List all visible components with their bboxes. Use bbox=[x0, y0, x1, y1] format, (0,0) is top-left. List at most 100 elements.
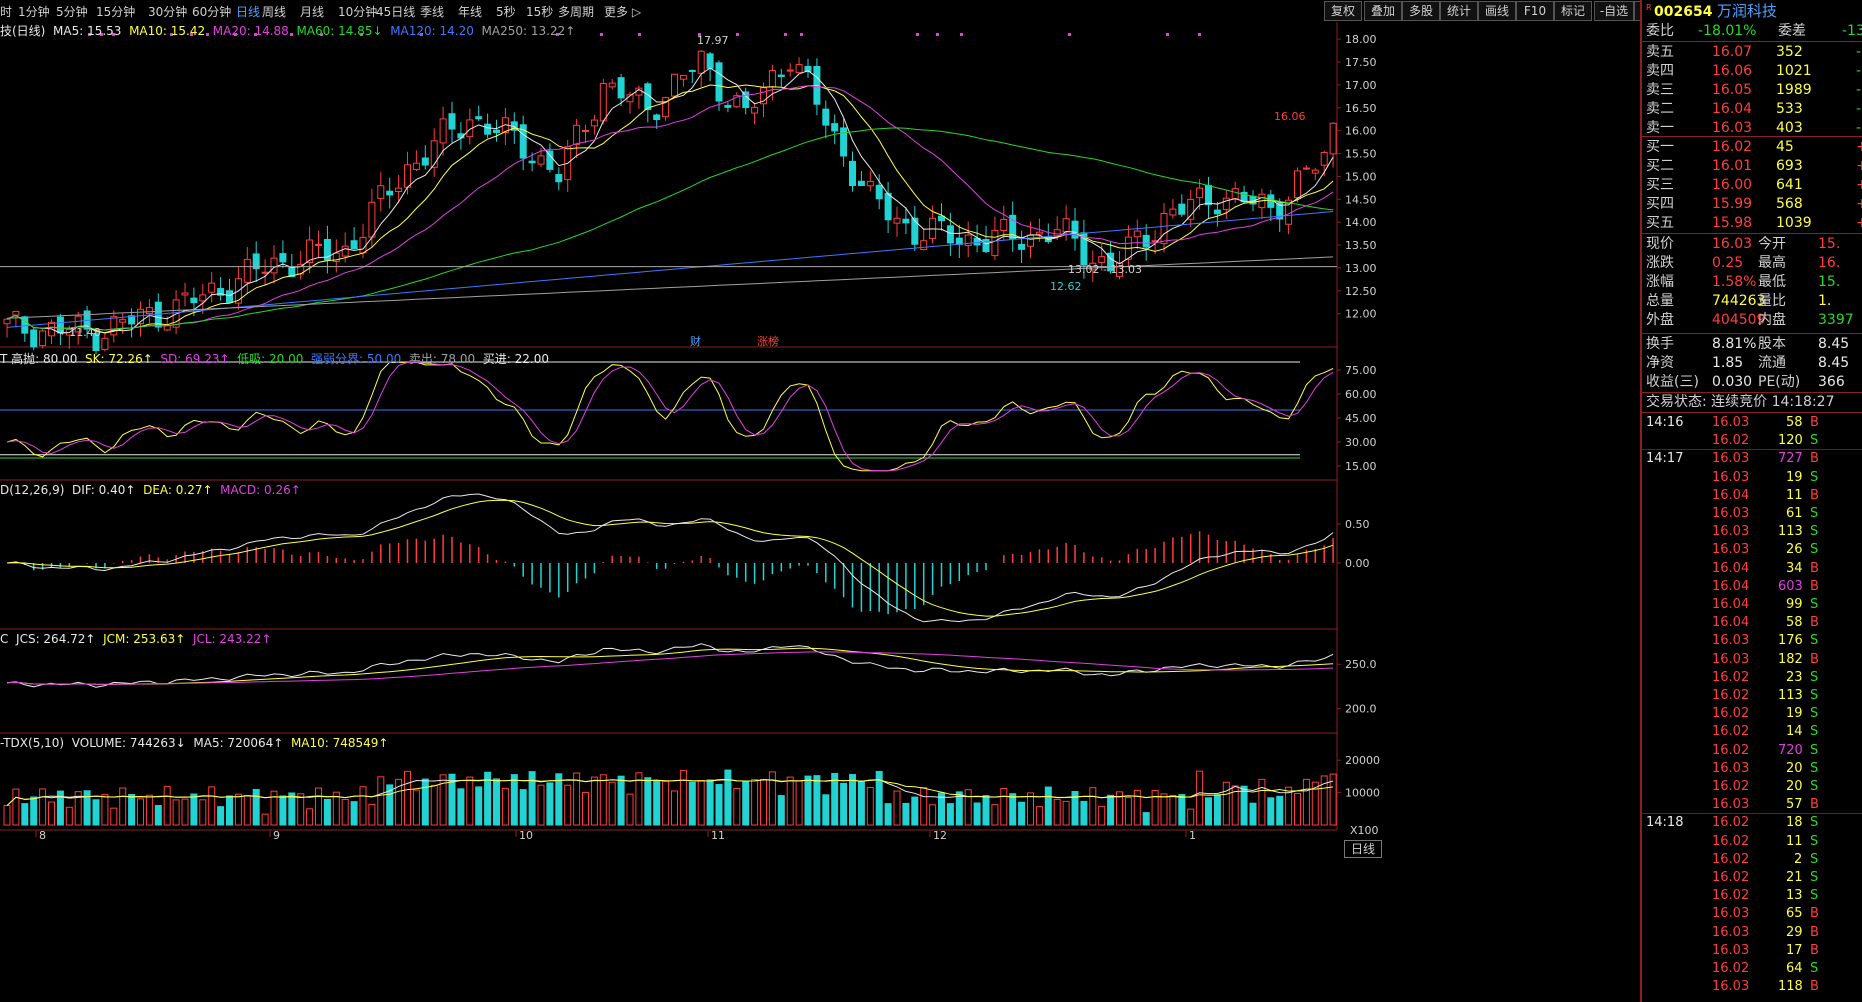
period-9[interactable]: 10分钟 bbox=[338, 5, 378, 19]
ask-label: 卖三 bbox=[1646, 82, 1674, 98]
bid-price: 16.02 bbox=[1712, 139, 1753, 155]
candle bbox=[1027, 234, 1034, 247]
period-12[interactable]: 年线 bbox=[458, 5, 483, 19]
volume-bar bbox=[154, 805, 162, 826]
bid-row: 买二 16.01 693 + bbox=[1646, 157, 1862, 176]
candle bbox=[341, 245, 349, 257]
kd-title: T 高抛: 80.00 bbox=[0, 352, 78, 366]
volume-bar bbox=[368, 803, 376, 826]
period-7[interactable]: 周线 bbox=[262, 5, 287, 19]
candle bbox=[92, 333, 100, 352]
volume-bar bbox=[697, 780, 705, 826]
tick-direction: B bbox=[1810, 615, 1819, 631]
tick-volume: 58 bbox=[1786, 615, 1803, 631]
kline-chart[interactable]: 18.00 17.50 17.00 16.50 16.00 15.50 15.00 14.50… bbox=[0, 22, 1640, 1002]
period-13[interactable]: 5秒 bbox=[496, 5, 516, 19]
volume-bar bbox=[671, 790, 678, 826]
tick-direction: S bbox=[1810, 469, 1819, 485]
period-16[interactable]: 更多 ▷ bbox=[604, 5, 642, 19]
volume-bar bbox=[786, 776, 794, 826]
ask-price: 16.07 bbox=[1712, 44, 1753, 60]
ask-change: - bbox=[1856, 63, 1862, 79]
candle bbox=[617, 77, 625, 99]
tick-time: 14:16 bbox=[1646, 415, 1684, 430]
candle bbox=[199, 294, 207, 302]
tick-time: 14:18 bbox=[1646, 815, 1684, 831]
tick-direction: S bbox=[1810, 742, 1819, 758]
period-10[interactable]: 45日线 bbox=[376, 5, 416, 19]
signal-dot bbox=[290, 33, 293, 36]
period-3[interactable]: 15分钟 bbox=[96, 5, 136, 19]
bid-volume: 1039 bbox=[1776, 215, 1812, 231]
period-14[interactable]: 15秒 bbox=[526, 5, 554, 19]
volume-bar bbox=[475, 786, 483, 826]
signal-dot bbox=[698, 33, 701, 36]
candle bbox=[1276, 202, 1284, 220]
toolbar-btn-6[interactable]: 标记 bbox=[1554, 1, 1592, 21]
stat-label-2: 内盘 bbox=[1758, 312, 1786, 328]
candle bbox=[323, 238, 331, 261]
signal-dot bbox=[320, 33, 323, 36]
volume-bar bbox=[1302, 778, 1310, 826]
period-11[interactable]: 季线 bbox=[420, 5, 445, 19]
candle bbox=[911, 217, 919, 245]
candle bbox=[1098, 256, 1106, 263]
stock-header: R 002654 万润科技 bbox=[1646, 2, 1862, 24]
volume-bar bbox=[1124, 797, 1132, 826]
candle bbox=[795, 64, 803, 74]
bid-price: 15.98 bbox=[1712, 215, 1753, 231]
tick-price: 16.04 bbox=[1712, 578, 1750, 594]
volume-bar bbox=[1276, 795, 1284, 826]
period-1[interactable]: 1分钟 bbox=[18, 5, 50, 19]
high-annotation: 17.97 bbox=[697, 34, 729, 47]
period-8[interactable]: 月线 bbox=[300, 5, 325, 19]
candle bbox=[279, 253, 287, 263]
kd-tick-label: 30.00 bbox=[1345, 436, 1377, 449]
period-4[interactable]: 30分钟 bbox=[148, 5, 188, 19]
toolbar-btn-7[interactable]: -自选 bbox=[1594, 1, 1634, 21]
period-5[interactable]: 60分钟 bbox=[192, 5, 232, 19]
toolbar-btn-2[interactable]: 多股 bbox=[1402, 1, 1440, 21]
toolbar-btn-1[interactable]: 叠加 bbox=[1364, 1, 1402, 21]
bid-volume: 568 bbox=[1776, 196, 1803, 212]
stat2-label-2: PE(动) bbox=[1758, 374, 1801, 390]
toolbar-btn-3[interactable]: 统计 bbox=[1440, 1, 1478, 21]
macd-dif-line bbox=[6, 493, 1334, 623]
signal-dot bbox=[206, 33, 209, 36]
tick-direction: B bbox=[1810, 797, 1819, 813]
period-15[interactable]: 多周期 bbox=[558, 5, 595, 19]
stat-row: 总量 744263 量比 1. bbox=[1646, 292, 1862, 311]
volume-bar bbox=[21, 803, 29, 826]
tick-volume: 19 bbox=[1786, 706, 1803, 722]
bid-label: 买二 bbox=[1646, 158, 1674, 174]
month-label: 8 bbox=[39, 829, 46, 842]
volume-bar bbox=[128, 793, 136, 826]
chart-bg bbox=[0, 22, 1640, 1002]
period-6[interactable]: 日线 bbox=[236, 5, 261, 19]
period-0[interactable]: 时 bbox=[0, 5, 13, 19]
price-tick-label: 15.50 bbox=[1345, 148, 1377, 161]
candle bbox=[448, 113, 456, 130]
signal-dot bbox=[100, 33, 103, 36]
volume-bar bbox=[973, 802, 981, 826]
quote-panel: R 002654 万润科技 委比 -18.01% 委差 -13 交易状态: 连续… bbox=[1640, 0, 1862, 1002]
toolbar-btn-4[interactable]: 画线 bbox=[1478, 1, 1516, 21]
volume-bar bbox=[1222, 781, 1230, 826]
candle bbox=[751, 106, 759, 114]
tick-row: 16.03 20 S bbox=[1646, 760, 1862, 778]
candle bbox=[315, 243, 322, 246]
tick-volume: 17 bbox=[1786, 942, 1803, 958]
tick-volume: 61 bbox=[1786, 506, 1803, 521]
period-indicator[interactable]: 日线 bbox=[1344, 840, 1382, 858]
volume-bar bbox=[359, 786, 367, 826]
stat-value-2: 1. bbox=[1818, 293, 1832, 309]
vol-volume: VOLUME: 744263↓ bbox=[71, 736, 186, 750]
volume-bar bbox=[137, 798, 144, 826]
month-label: 10 bbox=[519, 829, 533, 842]
tick-row: 16.03 17 B bbox=[1646, 942, 1862, 960]
period-2[interactable]: 5分钟 bbox=[56, 5, 88, 19]
candle bbox=[1196, 187, 1204, 199]
toolbar-btn-5[interactable]: F10 bbox=[1516, 1, 1554, 21]
toolbar-btn-0[interactable]: 复权 bbox=[1324, 1, 1362, 21]
volume-bar bbox=[199, 799, 207, 826]
